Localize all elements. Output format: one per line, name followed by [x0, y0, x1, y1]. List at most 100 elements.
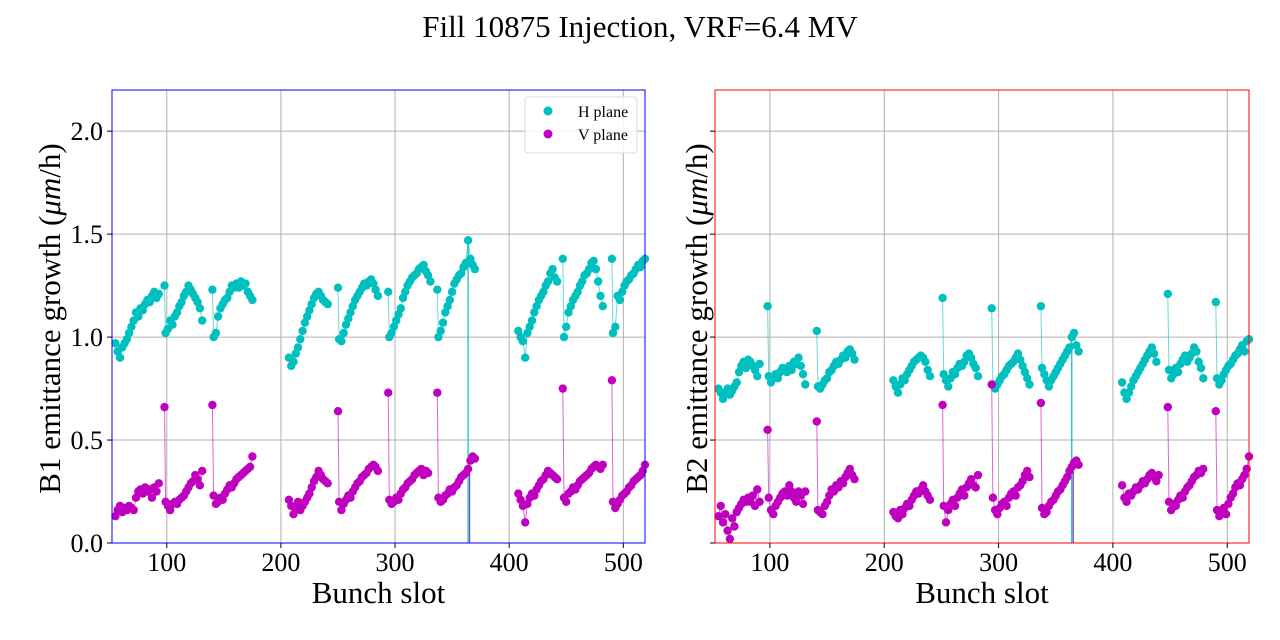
b2-v-plane-point [973, 470, 983, 480]
legend-box [524, 96, 638, 154]
b1-y-label-unit: μm [32, 178, 67, 217]
b1-h-plane-point [558, 254, 567, 263]
b2-v-plane-point [941, 518, 951, 527]
b2-v-plane-point [988, 493, 998, 502]
b2-h-plane-point [1065, 343, 1074, 352]
b1-y-tick-label: 1.5 [71, 220, 104, 249]
b2-v-plane-point [1163, 402, 1173, 412]
b1-v-plane-point [384, 388, 393, 397]
b2-y-label-suffix: /h) [679, 143, 714, 177]
b2-v-plane-point [1036, 398, 1046, 408]
b1-h-plane-point [160, 281, 169, 290]
b1-h-plane-point [607, 254, 617, 263]
b1-v-plane-point [245, 462, 255, 471]
b2-panel: 100 200 300 400 500 Bunch slot B2 emittance … [679, 89, 1254, 610]
b1-v-plane-point [433, 388, 442, 397]
b2-x-tick-label: 300 [979, 548, 1018, 577]
b2-h-plane-point [1163, 289, 1173, 299]
b2-v-plane-point [925, 495, 935, 504]
b1-ticks: 100 200 300 400 500 0.0 0.5 1.0 1.5 2.0 [71, 117, 643, 577]
legend-v-marker [543, 129, 553, 139]
b1-v-plane-point [147, 493, 157, 502]
b2-x-tick-label: 500 [1208, 548, 1247, 577]
b2-v-plane-point [755, 497, 764, 506]
b2-h-plane-point [812, 326, 821, 336]
b2-v-plane-point [723, 526, 732, 535]
b1-h-plane-point [396, 304, 405, 313]
b1-v-plane-point [333, 407, 343, 416]
b2-v-plane-point [818, 510, 827, 519]
b2-h-plane-point [794, 353, 803, 362]
b1-v-plane-point [152, 487, 161, 496]
legend-v-label: V plane [578, 127, 628, 144]
b1-h-plane-point [339, 328, 348, 338]
b1-x-tick-label: 200 [261, 548, 300, 577]
b1-h-plane-point [168, 320, 177, 329]
b2-h-plane-point [1192, 347, 1201, 356]
figure-title: Fill 10875 Injection, VRF=6.4 MV [422, 9, 858, 44]
b1-v-plane-point [607, 376, 617, 385]
b1-y-tick-label: 2.0 [71, 117, 104, 146]
b1-h-plane-point [384, 287, 393, 296]
b2-h-plane-point [1240, 347, 1249, 356]
b2-h-plane-point [938, 293, 947, 303]
b1-y-tick-label: 0.0 [71, 529, 104, 558]
b2-h-plane-point [893, 388, 903, 397]
b2-h-plane-point [850, 355, 859, 364]
b1-v-plane-point [154, 479, 163, 488]
b1-v-plane-point [521, 518, 530, 527]
legend: H plane V plane [524, 96, 638, 154]
b1-y-label-prefix: B1 emittance growth ( [32, 216, 67, 494]
b2-h-plane-point [763, 302, 772, 311]
b1-v-plane-point [423, 468, 433, 478]
b1-h-plane-point [470, 264, 480, 274]
b1-h-plane-point [594, 277, 603, 286]
b2-v-plane-point [950, 501, 960, 511]
b1-v-plane-point [463, 464, 473, 474]
b1-h-plane-point [111, 339, 120, 348]
b2-v-plane-point [801, 487, 810, 496]
b2-axes-frame [714, 89, 1250, 544]
b2-v-plane-point [850, 475, 859, 484]
b1-h-plane-point [463, 236, 473, 245]
b1-v-plane-point [208, 400, 217, 410]
b1-h-plane-point [611, 322, 620, 331]
b2-v-plane-point [716, 501, 725, 511]
b1-v-plane-point [195, 481, 205, 490]
b1-h-plane-point [527, 316, 537, 325]
b2-v-plane-point [764, 493, 773, 502]
b1-h-plane-point [373, 291, 383, 301]
b2-v-plane-point [730, 522, 739, 531]
b1-v-plane-point [562, 497, 571, 506]
b1-h-plane-point [208, 285, 217, 294]
b1-h-plane-point [323, 299, 332, 309]
b1-y-tick-label: 1.0 [71, 323, 104, 352]
b2-h-plane-point [925, 372, 935, 381]
b2-h-plane-line [942, 297, 979, 389]
b1-h-plane-point [296, 335, 305, 344]
b1-axes-frame [111, 89, 646, 544]
b2-h-plane-point [1025, 380, 1034, 389]
b1-h-plane-point [447, 287, 457, 296]
b2-v-plane-point [753, 485, 762, 494]
b2-x-axis-label: Bunch slot [915, 575, 1049, 610]
b1-h-plane-point [213, 312, 223, 321]
b2-ticks: 100 200 300 400 500 [710, 130, 1247, 577]
b1-points [111, 236, 650, 527]
b2-v-plane-point [1011, 491, 1020, 500]
b2-h-plane-point [1196, 363, 1206, 373]
b2-v-plane-point [721, 510, 730, 519]
b1-h-plane-point [552, 277, 562, 286]
b1-x-tick-label: 500 [604, 548, 643, 577]
b2-h-plane-point [801, 380, 810, 389]
b1-v-plane-point [198, 466, 207, 476]
b2-v-plane-point [769, 510, 778, 519]
b2-y-label-prefix: B2 emittance growth ( [679, 216, 714, 494]
b1-v-plane-point [558, 384, 567, 393]
b1-x-tick-label: 300 [376, 548, 415, 577]
b2-h-plane-point [987, 304, 996, 313]
b2-h-plane-point [1069, 328, 1079, 338]
b1-h-plane-point [518, 337, 528, 346]
b1-h-plane-point [521, 353, 530, 362]
b2-v-plane-point [1242, 464, 1251, 474]
